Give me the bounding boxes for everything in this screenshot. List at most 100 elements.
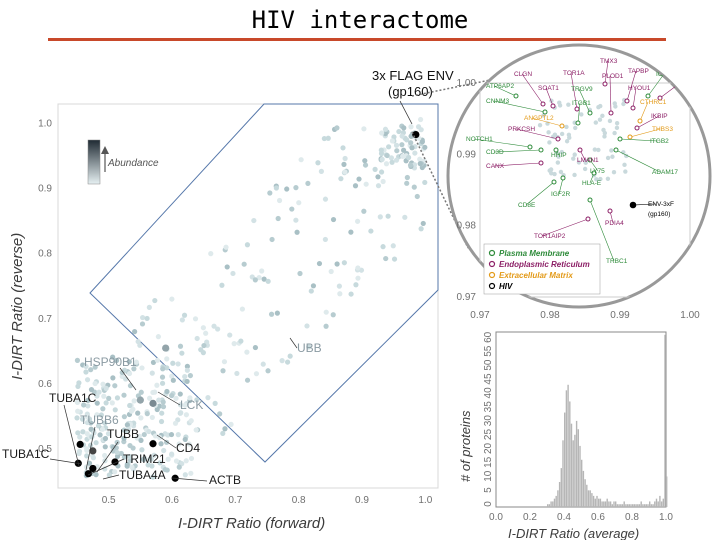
inset-point [596, 147, 601, 153]
protein-point [265, 368, 271, 374]
inset-leader-line [521, 73, 544, 105]
histogram-bar [664, 334, 666, 507]
histogram-y-label: # of proteins [458, 410, 473, 482]
protein-point [170, 377, 176, 383]
inset-gene-label: ITGB2 [650, 138, 669, 145]
protein-point [106, 472, 112, 478]
inset-point [621, 101, 626, 107]
histogram-bar [569, 401, 571, 507]
protein-point [260, 361, 266, 367]
protein-point [102, 466, 108, 472]
protein-point [184, 367, 190, 373]
protein-point [276, 197, 283, 204]
protein-point [412, 150, 418, 156]
protein-point [160, 404, 167, 410]
protein-point [201, 342, 207, 349]
zoom-connector-bottom [411, 131, 469, 249]
protein-point [96, 389, 102, 395]
protein-point [164, 388, 170, 395]
histogram-y-tick: 15 [483, 456, 494, 468]
protein-point [94, 412, 100, 418]
histogram-bar [654, 501, 656, 507]
protein-point [101, 393, 107, 399]
protein-point [106, 395, 112, 401]
protein-point [212, 400, 218, 406]
x-tick-label: 0.6 [165, 495, 179, 506]
label-tuba4a: TUBA4A [119, 468, 166, 482]
inset-gene-label: SOAT1 [538, 85, 559, 92]
inset-point [576, 160, 582, 165]
protein-point [121, 454, 127, 460]
histogram-x-tick: 1.0 [659, 512, 673, 523]
protein-point [368, 228, 374, 234]
protein-point [203, 330, 209, 336]
protein-point [352, 183, 359, 189]
inset-point [623, 169, 628, 174]
inset-point [605, 176, 611, 181]
protein-point [252, 344, 259, 351]
inset-point [602, 130, 608, 136]
zoom-connector-top [411, 77, 501, 97]
inset-gene-label: TOR1A [563, 70, 585, 77]
inset-leader-line [541, 218, 589, 237]
protein-point [127, 442, 133, 449]
protein-point [348, 291, 354, 297]
protein-point [165, 456, 171, 462]
protein-point [84, 419, 91, 426]
protein-point [231, 341, 237, 347]
histogram-bar [589, 490, 591, 507]
protein-point [140, 456, 147, 462]
inset-leader-line [570, 72, 578, 110]
inset-legend-label: Extracellular Matrix [499, 271, 573, 280]
histogram-bar [562, 440, 564, 507]
protein-point [158, 418, 165, 425]
protein-point [325, 135, 331, 141]
protein-point [244, 242, 251, 248]
protein-point [178, 410, 184, 416]
protein-point [375, 183, 382, 189]
inset-gene-label: HHIP [551, 152, 567, 159]
histogram-bar [620, 504, 622, 507]
protein-point [138, 415, 144, 421]
protein-point [407, 162, 414, 168]
histogram-bar [575, 420, 578, 507]
histogram-bar [550, 501, 552, 507]
protein-point [85, 397, 91, 403]
protein-point [322, 236, 328, 243]
histogram-bar [572, 440, 574, 507]
histogram-bar [552, 501, 554, 507]
protein-point [390, 243, 396, 249]
protein-point [215, 326, 221, 332]
protein-point [149, 370, 155, 376]
inset-point [598, 103, 603, 109]
protein-point [361, 208, 367, 214]
protein-point [348, 229, 354, 235]
inset-marker [513, 93, 519, 99]
inset-gene-label: TOR3A [684, 71, 706, 78]
inset-legend-box [483, 243, 601, 295]
protein-point [160, 366, 166, 372]
protein-point [227, 332, 233, 338]
protein-point [380, 244, 386, 250]
protein-point [92, 380, 98, 387]
protein-point [92, 364, 98, 370]
protein-point [219, 282, 225, 288]
protein-point [129, 464, 135, 470]
inset-marker [585, 216, 591, 222]
protein-point [306, 344, 312, 350]
histogram-bar [548, 504, 551, 507]
inset-leader-line [604, 60, 609, 85]
labeled-point [412, 130, 420, 139]
inset-point [593, 120, 599, 125]
protein-point [151, 452, 157, 458]
histogram-bar [655, 498, 658, 507]
inset-marker [538, 160, 544, 166]
protein-point [179, 350, 185, 356]
protein-point [336, 283, 342, 289]
y-tick-label: 0.9 [38, 184, 52, 195]
protein-point [152, 297, 158, 304]
protein-point [77, 434, 83, 440]
histogram-y-tick: 10 [483, 470, 494, 482]
protein-point [405, 154, 412, 161]
protein-point [146, 428, 152, 435]
